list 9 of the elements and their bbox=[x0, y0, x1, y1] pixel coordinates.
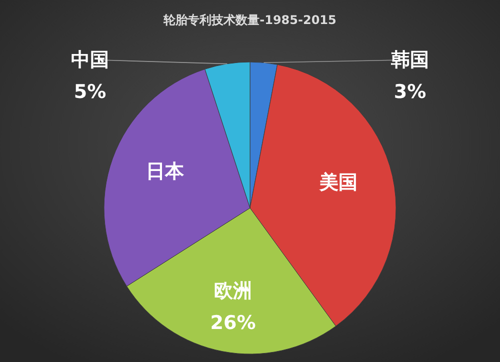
slice-label: 美国 bbox=[318, 171, 358, 194]
chart-title: 轮胎专利技术数量-1985-2015 bbox=[162, 13, 336, 27]
data-label: 3% bbox=[394, 81, 426, 103]
slice-label: 中国 bbox=[71, 49, 109, 71]
data-label: 5% bbox=[74, 81, 106, 103]
slice-label: 韩国 bbox=[390, 49, 429, 71]
slice-label: 日本 bbox=[146, 160, 185, 182]
data-label: 26% bbox=[210, 312, 256, 334]
slice-label: 欧洲 bbox=[214, 280, 252, 302]
